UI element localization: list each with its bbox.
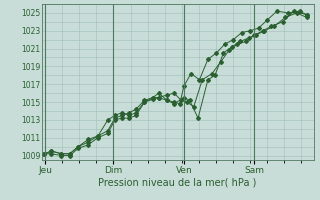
X-axis label: Pression niveau de la mer( hPa ): Pression niveau de la mer( hPa ) xyxy=(99,177,257,187)
